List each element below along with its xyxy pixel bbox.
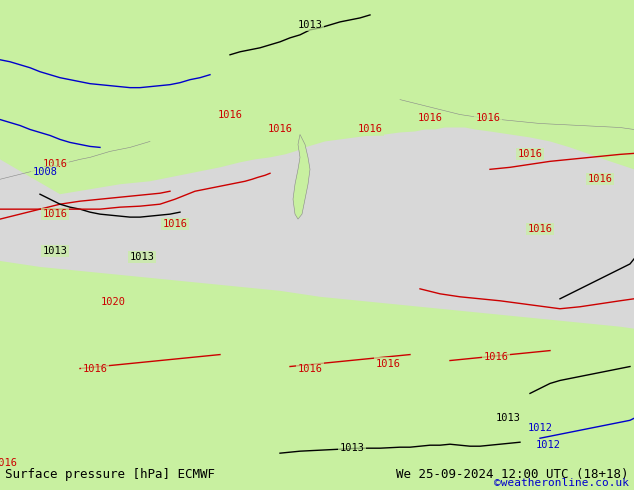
Text: 1016: 1016 xyxy=(375,359,401,368)
Text: 1012: 1012 xyxy=(536,440,560,450)
Text: 1013: 1013 xyxy=(339,443,365,453)
Polygon shape xyxy=(293,134,310,219)
Text: 1013: 1013 xyxy=(129,252,155,262)
Text: 1013: 1013 xyxy=(297,20,323,30)
Text: 1016: 1016 xyxy=(82,364,108,373)
Text: 1016: 1016 xyxy=(268,124,292,134)
Text: We 25-09-2024 12:00 UTC (18+18): We 25-09-2024 12:00 UTC (18+18) xyxy=(396,467,629,481)
Text: 1020: 1020 xyxy=(101,297,126,307)
Text: 1016: 1016 xyxy=(0,458,18,468)
Text: 1016: 1016 xyxy=(476,113,500,122)
Text: 1016: 1016 xyxy=(162,219,188,229)
Text: 1016: 1016 xyxy=(42,209,67,219)
Text: 1013: 1013 xyxy=(42,246,67,256)
Text: Surface pressure [hPa] ECMWF: Surface pressure [hPa] ECMWF xyxy=(5,467,215,481)
Text: 1012: 1012 xyxy=(527,423,552,433)
Text: 1016: 1016 xyxy=(484,351,508,362)
Text: ©weatheronline.co.uk: ©weatheronline.co.uk xyxy=(494,478,629,489)
Text: 1016: 1016 xyxy=(42,159,67,170)
Text: 1016: 1016 xyxy=(297,364,323,373)
Text: 1016: 1016 xyxy=(418,113,443,122)
Text: 1016: 1016 xyxy=(588,174,612,184)
Text: 1016: 1016 xyxy=(517,149,543,159)
Text: 1016: 1016 xyxy=(217,110,242,120)
Text: 1013: 1013 xyxy=(496,413,521,423)
Text: 1016: 1016 xyxy=(527,224,552,234)
Text: 1008: 1008 xyxy=(32,167,58,177)
Text: 1016: 1016 xyxy=(358,124,382,134)
Polygon shape xyxy=(0,127,634,329)
